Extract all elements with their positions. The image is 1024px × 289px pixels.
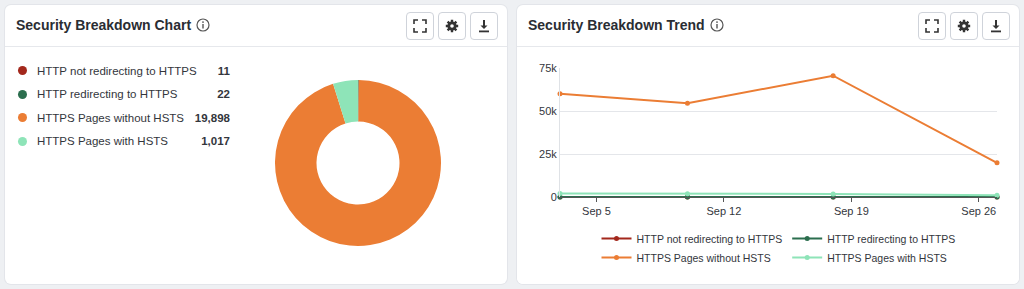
svg-text:Sep 19: Sep 19	[834, 205, 869, 217]
html-text:HTTP not redirecting to HTTPS: HTTP not redirecting to HTTPS	[37, 64, 197, 77]
html-text:11: 11	[217, 64, 230, 77]
svg-text:25k: 25k	[539, 148, 557, 160]
html-text:19,898: 19,898	[194, 111, 230, 124]
svg-text:HTTP not redirecting to HTTPS: HTTP not redirecting to HTTPS	[637, 233, 783, 245]
svg-text:Sep 12: Sep 12	[706, 205, 741, 217]
html-text:Security Breakdown Trend: Security Breakdown Trend	[528, 17, 705, 33]
html-text:HTTPS Pages without HSTS: HTTPS Pages without HSTS	[37, 111, 184, 124]
html-text:HTTP redirecting to HTTPS: HTTP redirecting to HTTPS	[37, 88, 178, 101]
html-text:HTTPS Pages with HSTS: HTTPS Pages with HSTS	[37, 135, 168, 148]
svg-text:75k: 75k	[539, 62, 557, 74]
svg-text:50k: 50k	[539, 105, 557, 117]
html-text:1,017: 1,017	[201, 135, 230, 148]
svg-text:Sep 26: Sep 26	[961, 205, 996, 217]
svg-text:HTTPS Pages without HSTS: HTTPS Pages without HSTS	[637, 252, 771, 264]
svg-text:HTTPS Pages with HSTS: HTTPS Pages with HSTS	[827, 252, 947, 264]
html-text:Security Breakdown Chart: Security Breakdown Chart	[16, 17, 192, 33]
html-text:22: 22	[217, 88, 230, 101]
svg-text:HTTP redirecting to HTTPS: HTTP redirecting to HTTPS	[827, 233, 955, 245]
svg-text:Sep 5: Sep 5	[582, 205, 611, 217]
svg-text:0: 0	[551, 191, 557, 203]
